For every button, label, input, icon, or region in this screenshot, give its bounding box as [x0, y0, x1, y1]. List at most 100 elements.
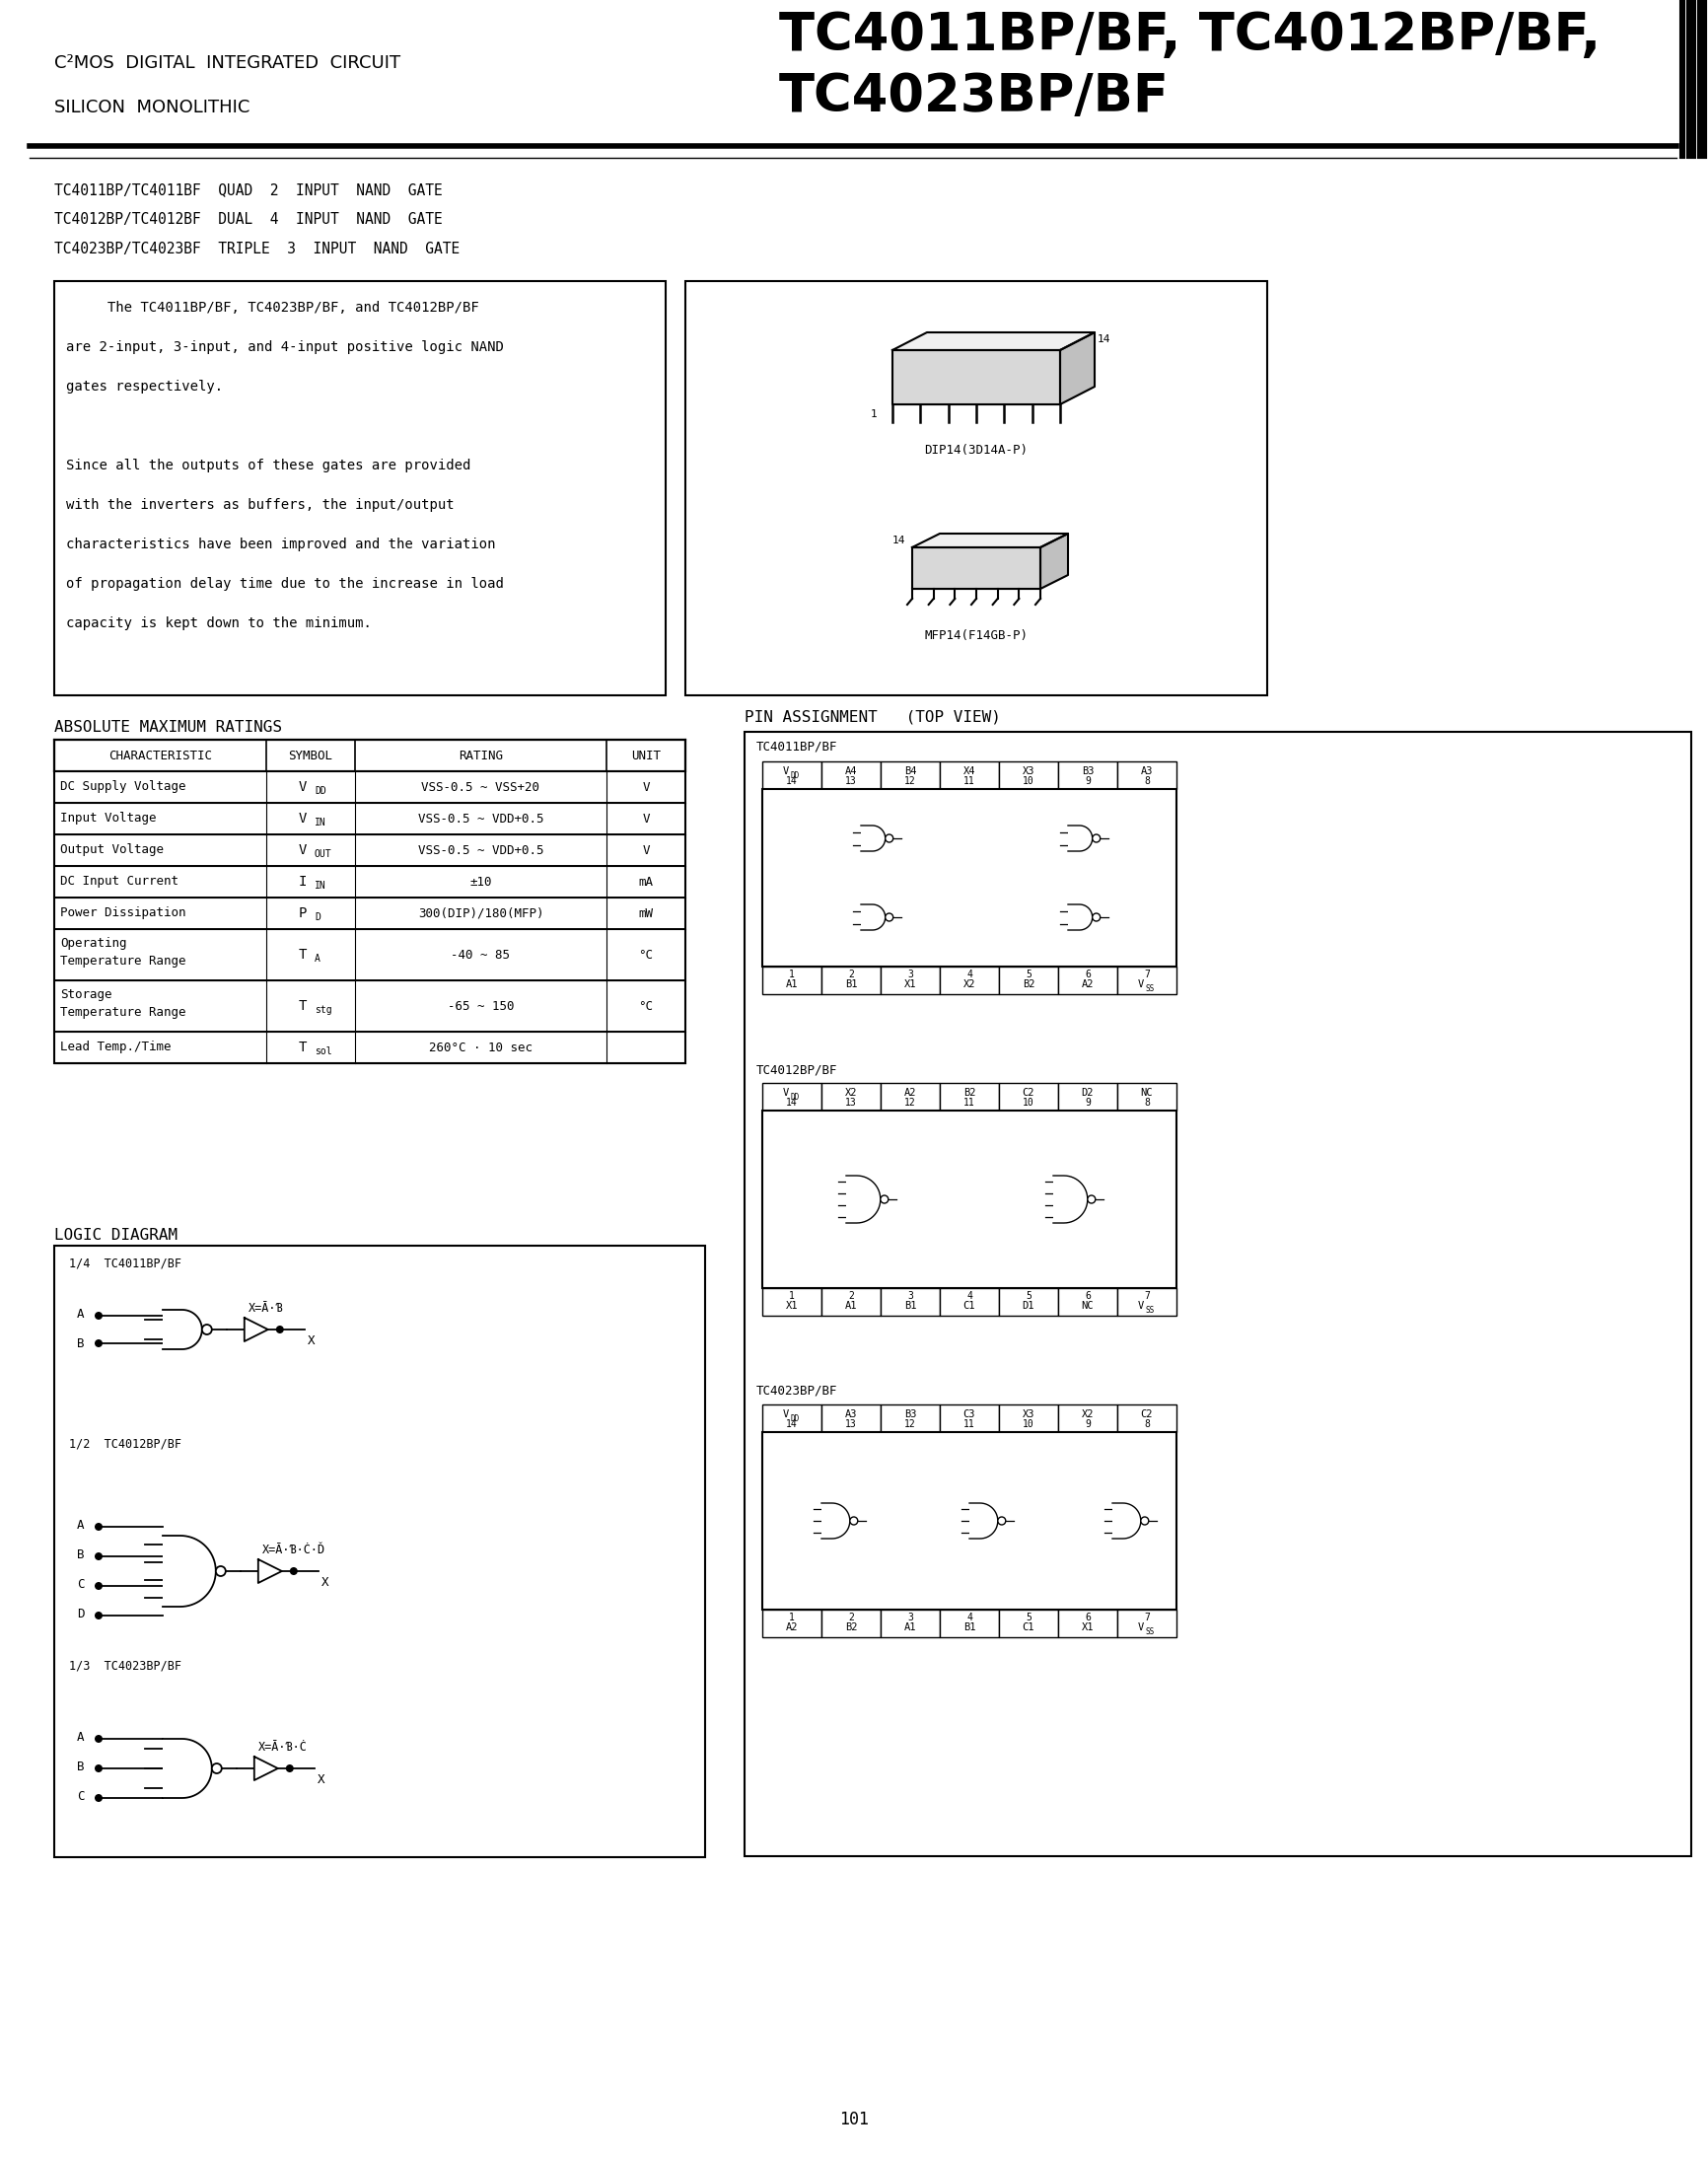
- Text: 1: 1: [789, 1292, 794, 1301]
- Text: B2: B2: [844, 1622, 857, 1633]
- Text: 2: 2: [847, 1292, 854, 1301]
- Text: sol: sol: [314, 1046, 331, 1057]
- Text: V: V: [1138, 1301, 1143, 1311]
- Bar: [55, 865, 685, 897]
- Text: C: C: [77, 1579, 84, 1592]
- Polygon shape: [162, 1309, 202, 1350]
- Bar: [999, 761, 1057, 789]
- Text: IN: IN: [314, 818, 326, 828]
- Text: UNIT: UNIT: [630, 748, 661, 761]
- Text: B3: B3: [904, 1409, 915, 1419]
- Text: 14: 14: [786, 1419, 798, 1430]
- Text: 1/2  TC4012BP/BF: 1/2 TC4012BP/BF: [68, 1439, 181, 1452]
- Text: B: B: [77, 1760, 84, 1773]
- Text: D: D: [314, 912, 319, 923]
- Text: X3: X3: [1021, 1409, 1033, 1419]
- Text: V: V: [299, 781, 307, 794]
- Circle shape: [285, 1764, 294, 1773]
- Text: T: T: [299, 999, 307, 1014]
- Text: A: A: [314, 953, 319, 964]
- Bar: [1117, 966, 1175, 994]
- Text: 12: 12: [904, 1419, 915, 1430]
- Text: A1: A1: [904, 1622, 915, 1633]
- Text: 3: 3: [907, 968, 912, 979]
- Bar: [762, 789, 1175, 966]
- Text: B2: B2: [1021, 979, 1033, 990]
- Text: B3: B3: [1081, 766, 1093, 777]
- Circle shape: [1091, 912, 1100, 921]
- Text: X: X: [318, 1773, 325, 1786]
- Text: TC4023BP/BF: TC4023BP/BF: [757, 1385, 837, 1398]
- Text: TC4011BP/BF: TC4011BP/BF: [757, 740, 837, 753]
- Text: 13: 13: [845, 1419, 856, 1430]
- Text: 1: 1: [789, 1613, 794, 1622]
- Text: V: V: [642, 781, 649, 794]
- Circle shape: [94, 1734, 102, 1743]
- Text: The TC4011BP/BF, TC4023BP/BF, and TC4012BP/BF: The TC4011BP/BF, TC4023BP/BF, and TC4012…: [67, 300, 478, 315]
- Text: C2: C2: [1021, 1087, 1033, 1098]
- Text: Input Voltage: Input Voltage: [60, 813, 155, 824]
- Polygon shape: [912, 548, 1040, 589]
- Text: C: C: [77, 1790, 84, 1803]
- Text: 8: 8: [1143, 777, 1149, 785]
- Bar: [1117, 761, 1175, 789]
- Text: 11: 11: [963, 1098, 975, 1107]
- Text: mW: mW: [639, 906, 652, 919]
- Text: 10: 10: [1021, 777, 1033, 785]
- Bar: [1057, 1404, 1117, 1432]
- Text: 101: 101: [839, 2112, 869, 2129]
- Text: DIP14(3D14A-P): DIP14(3D14A-P): [924, 444, 1028, 457]
- Text: DC Supply Voltage: DC Supply Voltage: [60, 781, 186, 794]
- Text: X1: X1: [1081, 1622, 1093, 1633]
- Circle shape: [885, 835, 893, 841]
- Text: -65 ~ 150: -65 ~ 150: [447, 999, 514, 1012]
- Bar: [55, 802, 685, 835]
- Bar: [880, 1083, 939, 1111]
- Bar: [822, 1288, 880, 1316]
- Polygon shape: [968, 1503, 997, 1538]
- Polygon shape: [822, 1503, 849, 1538]
- Circle shape: [94, 1553, 102, 1560]
- Circle shape: [94, 1764, 102, 1773]
- Text: PIN ASSIGNMENT   (TOP VIEW): PIN ASSIGNMENT (TOP VIEW): [745, 710, 1001, 725]
- Text: 14: 14: [892, 535, 905, 546]
- Text: A3: A3: [1139, 766, 1153, 777]
- Circle shape: [997, 1516, 1004, 1525]
- Text: V: V: [1138, 979, 1143, 990]
- Circle shape: [885, 912, 893, 921]
- Bar: [1117, 1609, 1175, 1637]
- Text: VSS-0.5 ~ VDD+0.5: VSS-0.5 ~ VDD+0.5: [418, 843, 543, 856]
- Text: V: V: [299, 811, 307, 826]
- Bar: [55, 740, 685, 1063]
- Text: 300(DIP)/180(MFP): 300(DIP)/180(MFP): [418, 906, 543, 919]
- Bar: [762, 1404, 822, 1432]
- Text: X=Ā·Ɓ·Ċ: X=Ā·Ɓ·Ċ: [258, 1741, 307, 1754]
- Bar: [880, 1288, 939, 1316]
- Bar: [880, 1609, 939, 1637]
- Circle shape: [94, 1581, 102, 1590]
- Text: ±10: ±10: [470, 876, 492, 889]
- Text: 13: 13: [845, 777, 856, 785]
- Text: C1: C1: [1021, 1622, 1033, 1633]
- Bar: [1117, 1288, 1175, 1316]
- Bar: [999, 966, 1057, 994]
- Bar: [55, 897, 685, 930]
- Text: 1: 1: [789, 968, 794, 979]
- Text: V: V: [642, 813, 649, 824]
- Text: 7: 7: [1143, 1613, 1149, 1622]
- Text: 9: 9: [1085, 777, 1090, 785]
- Text: NC: NC: [1081, 1301, 1093, 1311]
- Circle shape: [880, 1195, 888, 1204]
- Polygon shape: [244, 1318, 268, 1342]
- Circle shape: [215, 1566, 225, 1577]
- Polygon shape: [258, 1560, 282, 1583]
- Text: characteristics have been improved and the variation: characteristics have been improved and t…: [67, 537, 495, 552]
- Text: A1: A1: [786, 979, 798, 990]
- Text: A3: A3: [844, 1409, 857, 1419]
- Bar: [55, 981, 685, 1031]
- Text: A1: A1: [844, 1301, 857, 1311]
- Text: LOGIC DIAGRAM: LOGIC DIAGRAM: [55, 1227, 178, 1242]
- Bar: [822, 761, 880, 789]
- Circle shape: [1086, 1195, 1095, 1204]
- Text: T: T: [299, 947, 307, 962]
